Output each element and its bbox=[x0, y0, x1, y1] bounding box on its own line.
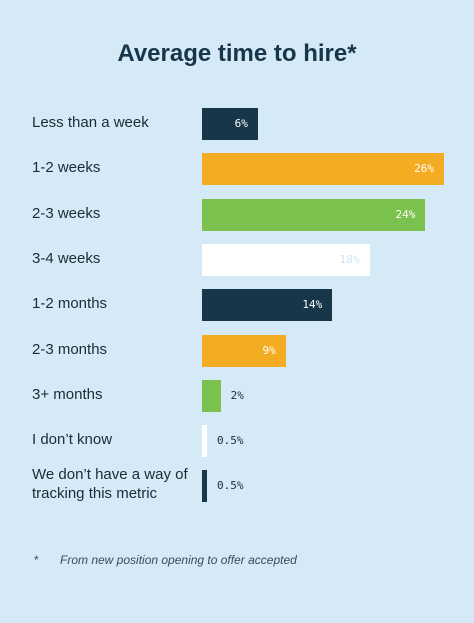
bar bbox=[202, 425, 207, 458]
data-label: 0.5% bbox=[217, 434, 244, 448]
data-label: 2% bbox=[230, 388, 244, 402]
data-label: 26% bbox=[414, 162, 434, 176]
category-label: 3+ months bbox=[32, 385, 103, 403]
data-label: 18% bbox=[339, 252, 360, 266]
category-label: 1-2 weeks bbox=[32, 159, 101, 177]
footnote-marker: * bbox=[34, 553, 39, 567]
category-label: 1-2 months bbox=[32, 295, 108, 313]
bar bbox=[202, 153, 444, 186]
bar bbox=[202, 289, 333, 322]
bar bbox=[202, 198, 426, 231]
data-label: 24% bbox=[395, 207, 416, 221]
category-label: 2-3 months bbox=[32, 340, 108, 358]
bar bbox=[202, 334, 286, 367]
bar bbox=[202, 243, 370, 276]
footnote-text: From new position opening to offer accep… bbox=[60, 553, 297, 567]
bar bbox=[202, 108, 258, 140]
category-label: We don’t have a way of tracking this met… bbox=[32, 466, 188, 503]
bar bbox=[202, 379, 221, 412]
data-label: 0.5% bbox=[217, 479, 244, 493]
data-label: 14% bbox=[302, 298, 323, 312]
category-label: Less than a week bbox=[32, 114, 149, 131]
data-label: 9% bbox=[262, 343, 276, 357]
category-label: 3-4 weeks bbox=[32, 249, 101, 267]
bar bbox=[202, 470, 207, 503]
category-label: I don’t know bbox=[32, 431, 113, 449]
footnote: * From new position opening to offer acce… bbox=[34, 553, 297, 567]
chart-title: Average time to hire* bbox=[117, 40, 357, 67]
data-label: 6% bbox=[234, 117, 248, 130]
category-label: 2-3 weeks bbox=[32, 204, 101, 222]
